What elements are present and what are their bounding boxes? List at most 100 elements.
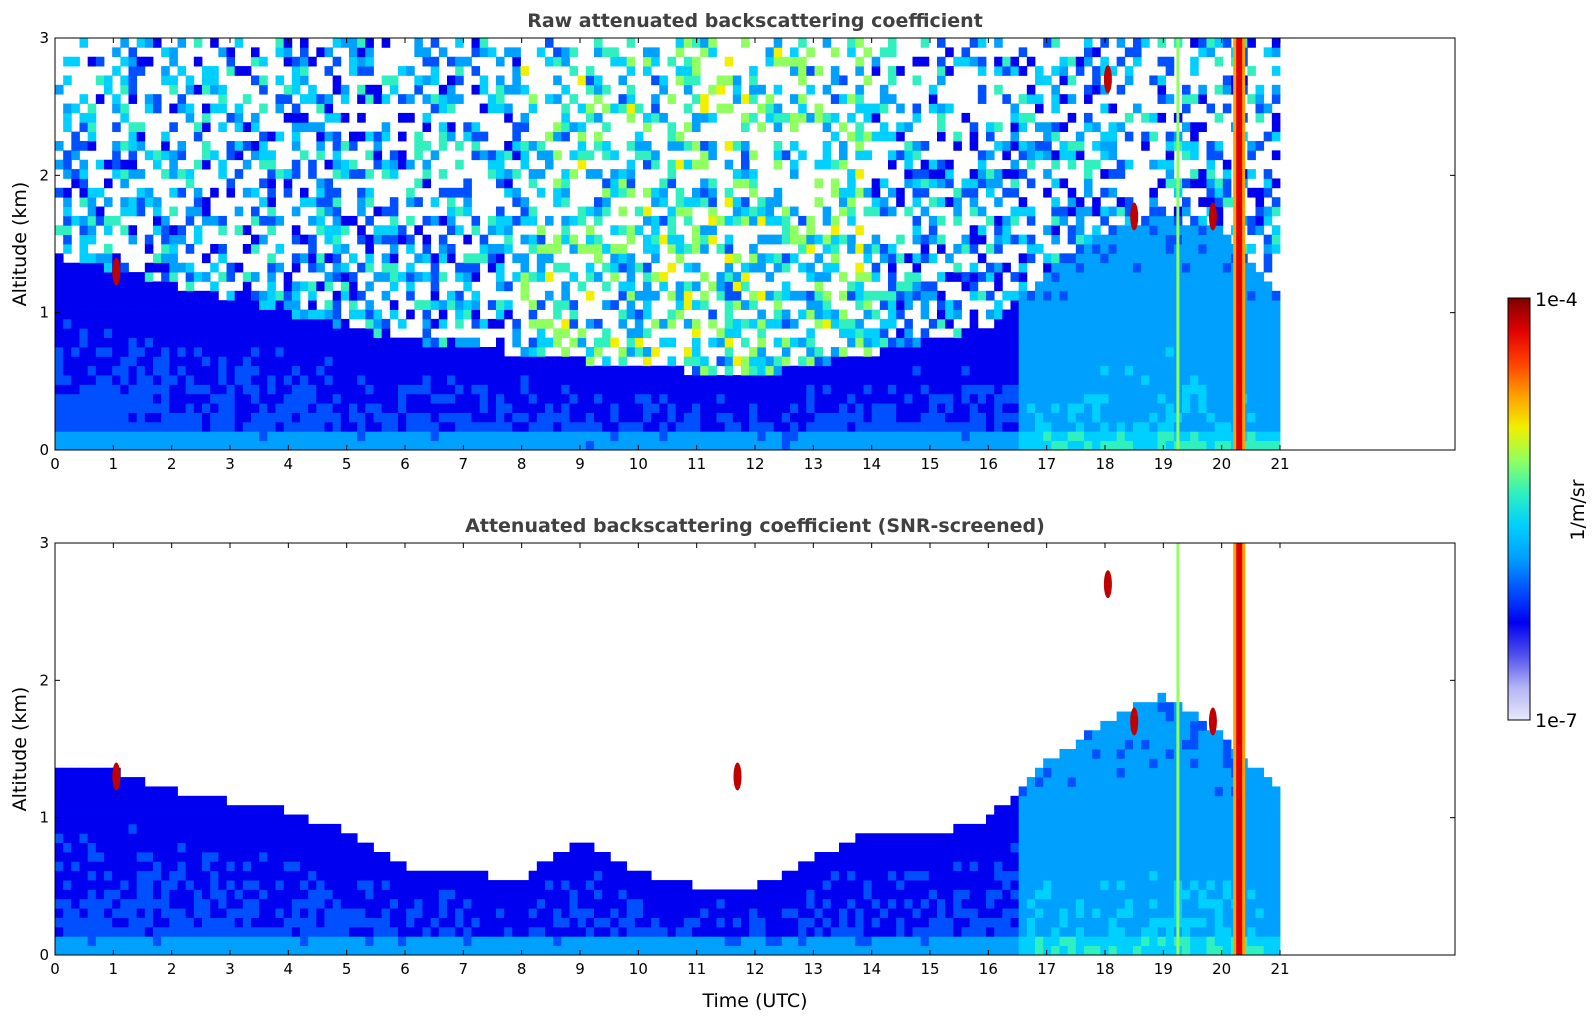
heatmap-cell [520, 356, 530, 367]
heatmap-cell [275, 337, 285, 348]
heatmap-cell [95, 889, 105, 900]
heatmap-cell [798, 431, 807, 442]
x-tick-label: 0 [50, 455, 60, 473]
heatmap-cell [251, 318, 260, 329]
heatmap-cell [651, 384, 660, 395]
heatmap-cell [71, 936, 80, 947]
heatmap-cell [95, 795, 105, 806]
heatmap-cell [340, 365, 350, 376]
heatmap-cell [863, 75, 873, 86]
heatmap-cell [732, 421, 742, 432]
heatmap-cell [422, 365, 432, 376]
heatmap-cell [112, 936, 121, 947]
heatmap-cell [332, 159, 342, 170]
heatmap-cell [1043, 262, 1052, 273]
heatmap-cell [496, 262, 505, 273]
heatmap-cell [602, 103, 611, 114]
heatmap-cell [651, 412, 660, 423]
heatmap-cell [226, 880, 236, 890]
heatmap-cell [520, 262, 530, 273]
heatmap-cell [210, 328, 219, 339]
heatmap-cell [1067, 234, 1077, 245]
heatmap-cell [1010, 103, 1020, 114]
heatmap-cell [340, 412, 350, 423]
heatmap-cell [1182, 318, 1191, 329]
heatmap-cell [438, 421, 448, 432]
heatmap-cell [1190, 272, 1199, 282]
heatmap-cell [1075, 328, 1085, 339]
heatmap-cell [1198, 309, 1207, 320]
heatmap-cell [839, 206, 848, 217]
heatmap-cell [716, 421, 726, 432]
heatmap-cell [847, 112, 856, 123]
heatmap-cell [55, 805, 64, 815]
heatmap-cell [128, 814, 138, 825]
heatmap-cell [161, 852, 170, 862]
heatmap-cell [267, 187, 276, 198]
heatmap-cell [937, 169, 946, 179]
heatmap-cell [626, 365, 636, 376]
heatmap-cell [896, 384, 905, 395]
heatmap-cell [283, 187, 293, 198]
heatmap-cell [920, 141, 930, 151]
heatmap-cell [242, 870, 252, 881]
heatmap-cell [487, 253, 497, 264]
heatmap-cell [169, 365, 178, 376]
heatmap-cell [1002, 169, 1011, 179]
heatmap-cell [1247, 412, 1256, 423]
heatmap-cell [602, 337, 611, 348]
heatmap-cell [1035, 318, 1044, 329]
heatmap-cell [291, 66, 301, 76]
heatmap-cell [1190, 141, 1199, 151]
heatmap-cell [316, 412, 325, 423]
y-tick-label: 0 [39, 441, 49, 459]
heatmap-cell [847, 421, 856, 432]
heatmap-cell [577, 337, 587, 348]
heatmap-cell [210, 393, 219, 404]
heatmap-cell [904, 356, 913, 367]
heatmap-cell [169, 300, 178, 310]
heatmap-cell [1263, 169, 1273, 179]
heatmap-cell [634, 375, 644, 385]
heatmap-cell [847, 375, 856, 385]
heatmap-cell [438, 215, 448, 226]
heatmap-cell [520, 290, 530, 301]
heatmap-cell [732, 94, 742, 104]
heatmap-cell [1157, 421, 1167, 432]
heatmap-cell [928, 347, 938, 357]
heatmap-cell [1222, 412, 1232, 423]
heatmap-cell [618, 356, 628, 367]
heatmap-cell [594, 112, 603, 123]
heatmap-cell [700, 187, 709, 198]
heatmap-cell [1133, 384, 1142, 395]
heatmap-cell [1165, 356, 1175, 367]
heatmap-cell [332, 431, 342, 442]
heatmap-cell [585, 431, 595, 442]
heatmap-cell [202, 852, 211, 862]
heatmap-cell [553, 328, 562, 339]
heatmap-cell [300, 898, 309, 909]
heatmap-cell [1116, 384, 1126, 395]
heatmap-cell [626, 328, 636, 339]
heatmap-cell [1051, 103, 1060, 114]
heatmap-cell [226, 356, 236, 367]
heatmap-cell [1198, 290, 1207, 301]
heatmap-cell [920, 178, 930, 189]
heatmap-cell [1133, 412, 1142, 423]
heatmap-cell [994, 178, 1003, 189]
heatmap-cell [830, 75, 840, 86]
heatmap-cell [700, 47, 709, 58]
heatmap-cell [1010, 112, 1020, 123]
heatmap-cell [185, 852, 195, 862]
heatmap-cell [283, 300, 293, 310]
heatmap-cell [128, 842, 138, 853]
heatmap-cell [161, 795, 170, 806]
heatmap-cell [422, 272, 432, 282]
heatmap-cell [790, 169, 799, 179]
heatmap-cell [577, 412, 587, 423]
heatmap-cell [104, 356, 113, 367]
heatmap-cell [1100, 234, 1109, 245]
heatmap-cell [577, 384, 587, 395]
heatmap-cell [447, 253, 456, 264]
heatmap-cell [316, 215, 325, 226]
